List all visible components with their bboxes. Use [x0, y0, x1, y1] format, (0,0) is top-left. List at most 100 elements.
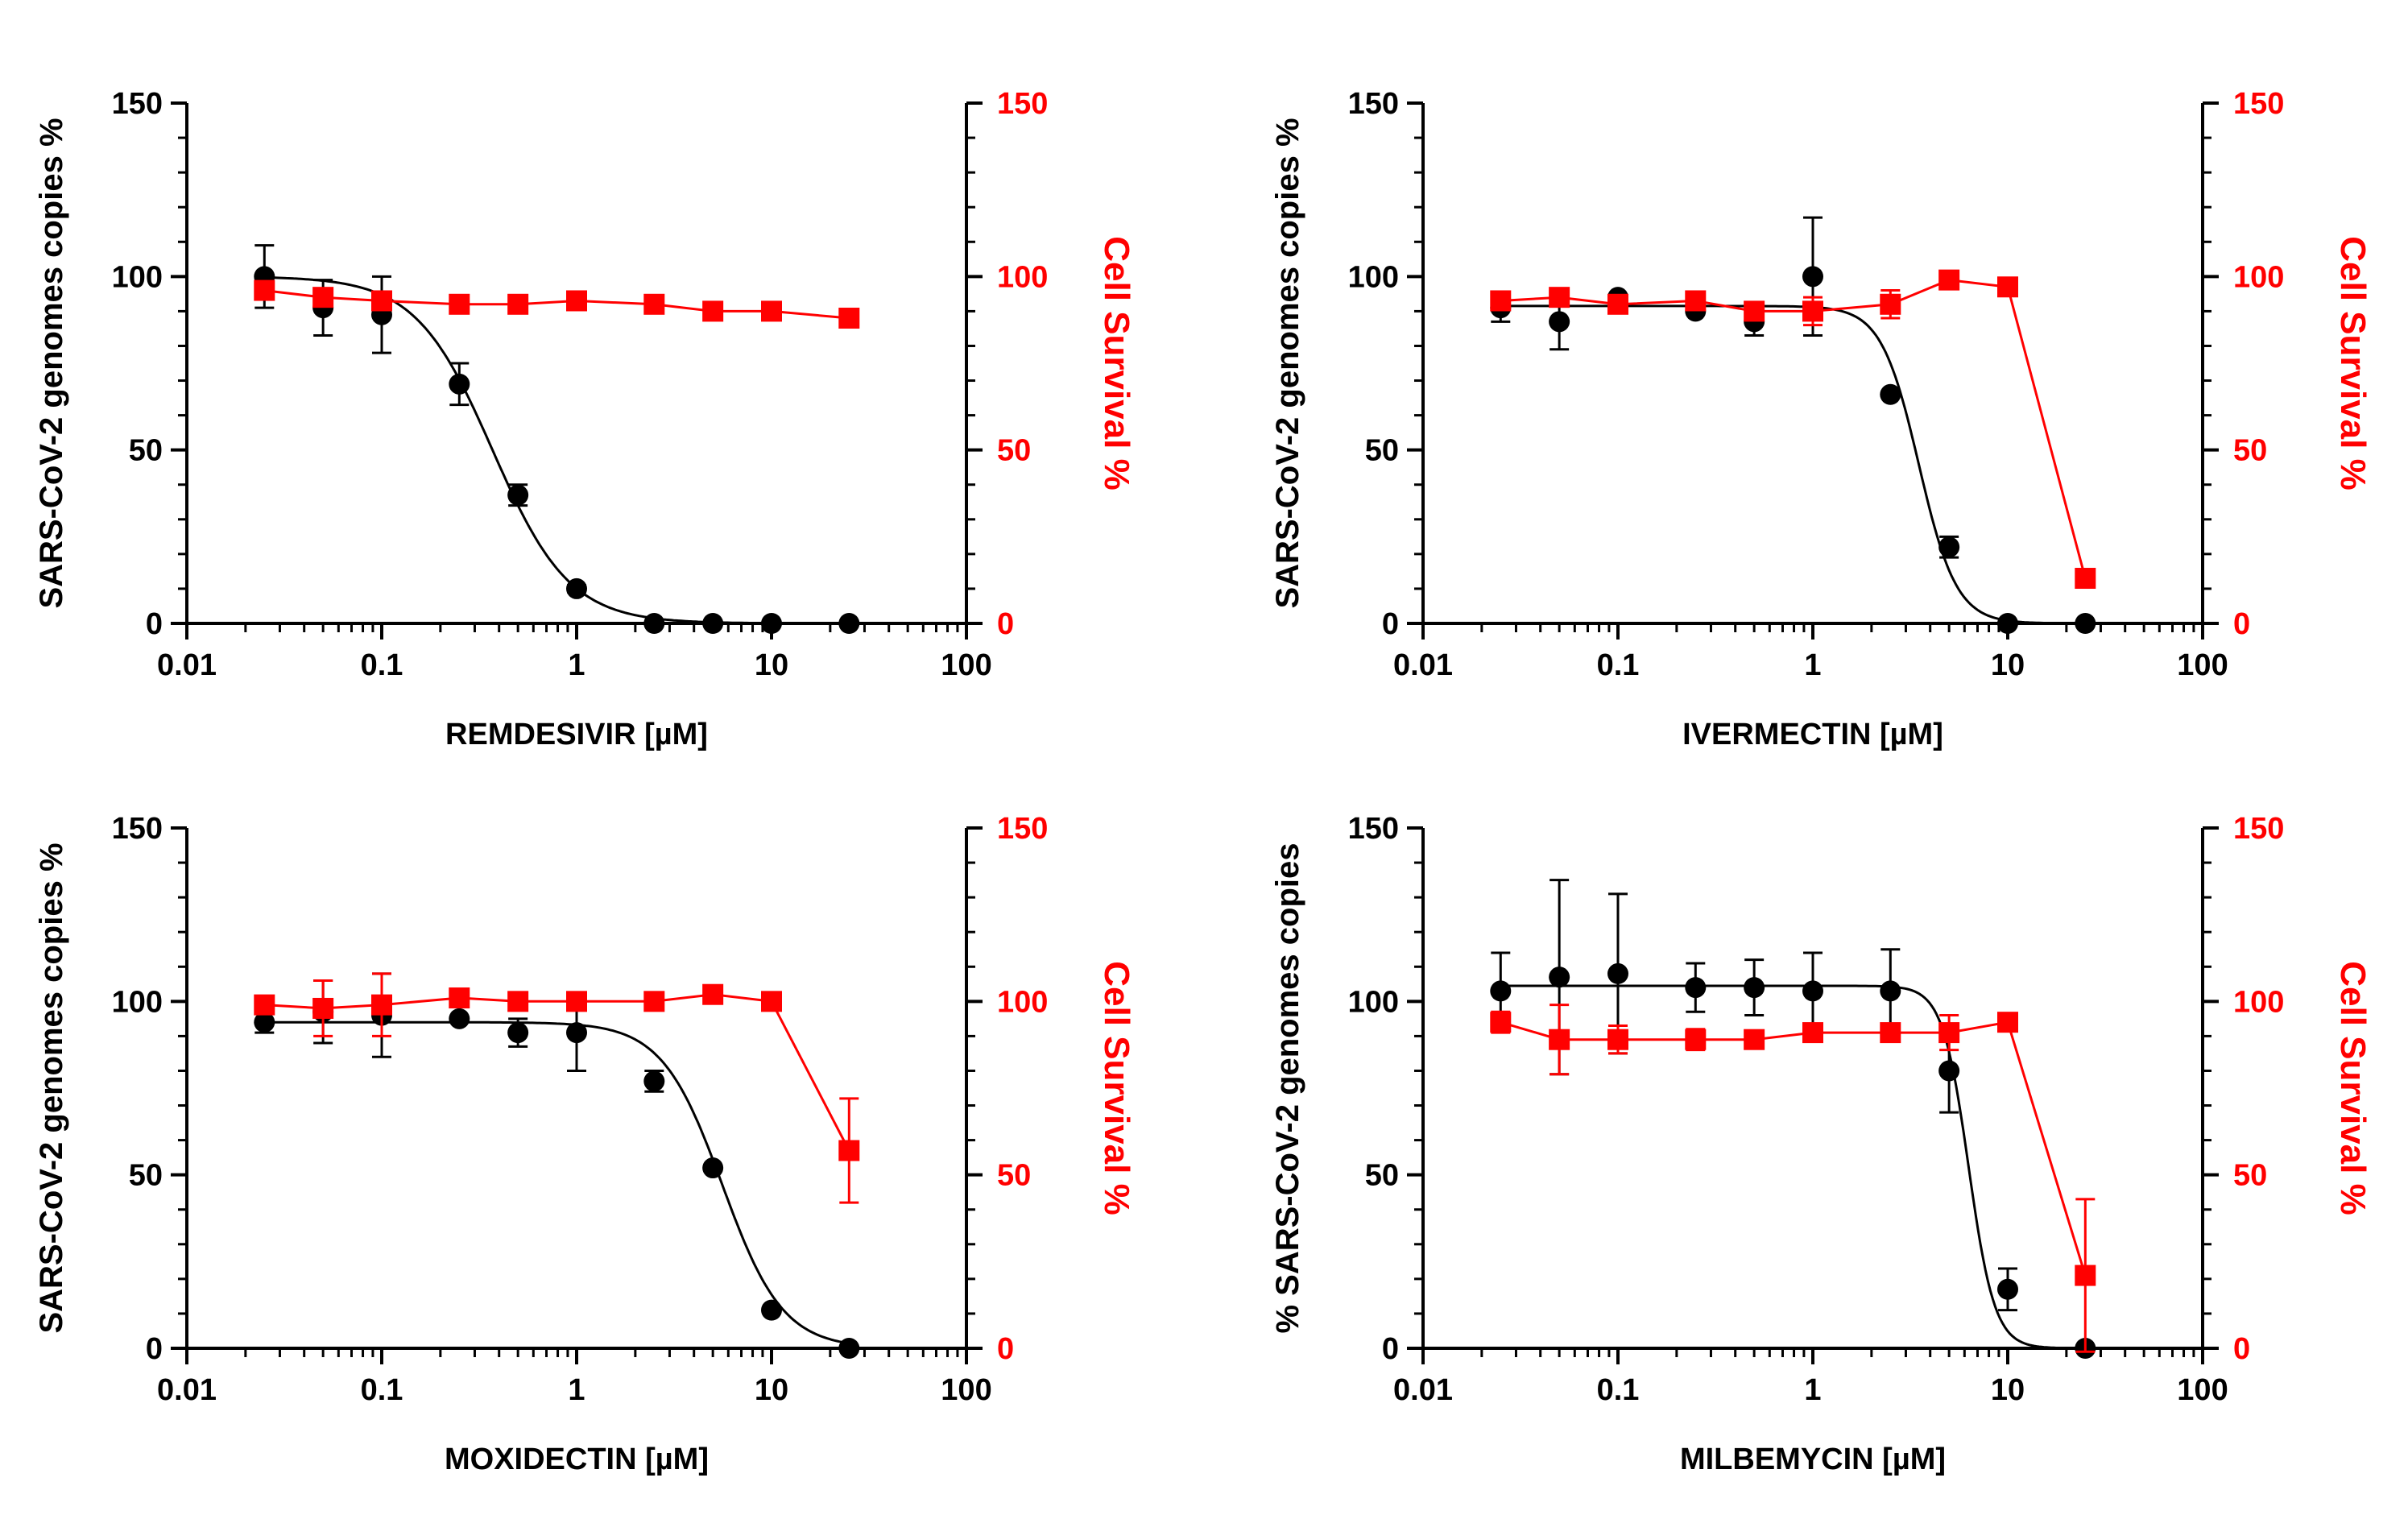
survival-data-point — [1802, 1022, 1823, 1044]
virus-data-point — [1802, 266, 1823, 288]
x-tick-label: 100 — [941, 648, 991, 682]
x-tick-label: 10 — [755, 1373, 788, 1407]
survival-data-point — [1549, 1029, 1570, 1050]
survival-data-point — [371, 290, 392, 312]
left-y-axis-title: SARS-CoV-2 genomes copies % — [34, 842, 69, 1333]
survival-data-point — [1685, 1029, 1707, 1050]
virus-data-point — [1607, 962, 1628, 984]
chart-panel-4: 0 50 100 150 0 50 100 150 0.01 0.1 1 10 100 MILBEMYCI… — [1270, 812, 2373, 1476]
survival-data-point — [1744, 300, 1765, 322]
virus-data-point — [566, 1022, 587, 1044]
virus-data-point — [702, 613, 724, 634]
x-axis-title: IVERMECTIN [µM] — [1682, 718, 1943, 751]
x-tick-label: 0.01 — [157, 648, 217, 682]
survival-data-point — [761, 300, 782, 322]
right-y-tick-label: 50 — [2233, 434, 2267, 468]
chart-panel-2: 0 50 100 150 0 50 100 150 0.01 0.1 1 10 100 IVERMECTI… — [1270, 87, 2373, 751]
survival-data-point — [254, 279, 275, 301]
survival-data-point — [507, 293, 529, 315]
virus-data-point — [761, 613, 782, 634]
survival-data-point — [449, 293, 470, 315]
left-y-tick-label: 0 — [146, 607, 163, 641]
survival-data-point — [643, 293, 665, 315]
survival-data-point — [1607, 293, 1628, 315]
survival-data-point — [566, 991, 587, 1012]
right-y-tick-label: 50 — [997, 1159, 1031, 1193]
survival-data-point — [1880, 293, 1901, 315]
x-axis-title: MILBEMYCIN [µM] — [1680, 1443, 1946, 1476]
dose-response-fit-curve — [1500, 984, 2086, 1350]
survival-connecting-line — [1500, 1020, 2087, 1277]
x-tick-label: 100 — [2177, 1373, 2228, 1407]
x-axis-title: REMDESIVIR [µM] — [445, 718, 708, 751]
virus-data-point — [1938, 1060, 1960, 1082]
right-y-tick-label: 0 — [997, 1332, 1014, 1366]
x-tick-label: 100 — [941, 1373, 991, 1407]
left-y-tick-label: 0 — [1382, 607, 1399, 641]
virus-data-point — [838, 613, 860, 634]
x-tick-label: 1 — [568, 648, 585, 682]
right-y-axis-title: Cell Survival % — [1097, 961, 1136, 1215]
left-y-axis-title: SARS-CoV-2 genomes copies % — [1270, 118, 1305, 608]
survival-data-point — [1607, 1029, 1628, 1050]
survival-data-point — [1938, 1022, 1960, 1044]
virus-data-point — [449, 373, 470, 395]
survival-data-point — [1997, 1012, 2018, 1033]
left-y-tick-label: 150 — [112, 812, 163, 846]
left-y-axis-title: SARS-CoV-2 genomes copies % — [34, 118, 69, 608]
right-y-tick-label: 50 — [2233, 1159, 2267, 1193]
right-y-tick-label: 100 — [2233, 260, 2284, 294]
survival-data-point — [838, 1140, 860, 1161]
left-y-tick-label: 100 — [1348, 260, 1399, 294]
virus-data-point — [254, 1012, 275, 1033]
survival-data-point — [1490, 1012, 1512, 1033]
survival-data-point — [371, 994, 392, 1016]
right-y-tick-label: 0 — [997, 607, 1014, 641]
right-y-tick-label: 0 — [2233, 1332, 2250, 1366]
x-tick-label: 1 — [568, 1373, 585, 1407]
right-y-tick-label: 100 — [997, 260, 1048, 294]
virus-data-point — [702, 1157, 724, 1179]
virus-data-point — [566, 577, 587, 599]
virus-data-point — [838, 1338, 860, 1359]
right-y-axis-title: Cell Survival % — [2333, 961, 2373, 1215]
survival-data-point — [838, 308, 860, 329]
virus-data-point — [1938, 536, 1960, 558]
survival-connecting-line — [264, 993, 850, 1152]
survival-data-point — [312, 997, 334, 1019]
survival-data-point — [566, 290, 587, 312]
left-y-tick-label: 100 — [112, 260, 163, 294]
x-tick-label: 10 — [1991, 1373, 2025, 1407]
right-y-tick-label: 150 — [997, 87, 1048, 121]
virus-data-point — [1880, 980, 1901, 1002]
virus-data-point — [1685, 977, 1707, 999]
survival-data-point — [1490, 290, 1512, 312]
survival-data-point — [507, 991, 529, 1012]
chart-panel-3: 0 50 100 150 0 50 100 150 0.01 0.1 1 10 100 MOXIDECTI… — [34, 812, 1136, 1476]
survival-data-point — [702, 300, 724, 322]
left-y-tick-label: 150 — [1348, 812, 1399, 846]
right-y-tick-label: 150 — [2233, 812, 2284, 846]
survival-connecting-line — [1500, 279, 2087, 579]
survival-data-point — [2075, 1265, 2096, 1286]
x-tick-label: 0.01 — [1393, 648, 1453, 682]
right-y-axis-title: Cell Survival % — [1097, 236, 1136, 490]
survival-data-point — [449, 987, 470, 1009]
survival-data-point — [761, 991, 782, 1012]
right-y-tick-label: 50 — [997, 434, 1031, 468]
x-tick-label: 1 — [1804, 648, 1821, 682]
virus-data-point — [1549, 311, 1570, 333]
x-tick-label: 0.01 — [1393, 1373, 1453, 1407]
right-y-tick-label: 0 — [2233, 607, 2250, 641]
survival-connecting-line — [264, 289, 850, 320]
dose-response-fit-curve — [1500, 304, 2086, 625]
virus-data-point — [449, 1008, 470, 1029]
right-y-tick-label: 100 — [997, 985, 1048, 1019]
left-y-tick-label: 50 — [129, 1159, 163, 1193]
virus-data-point — [1549, 967, 1570, 988]
x-tick-label: 0.1 — [361, 648, 403, 682]
survival-data-point — [1744, 1029, 1765, 1050]
